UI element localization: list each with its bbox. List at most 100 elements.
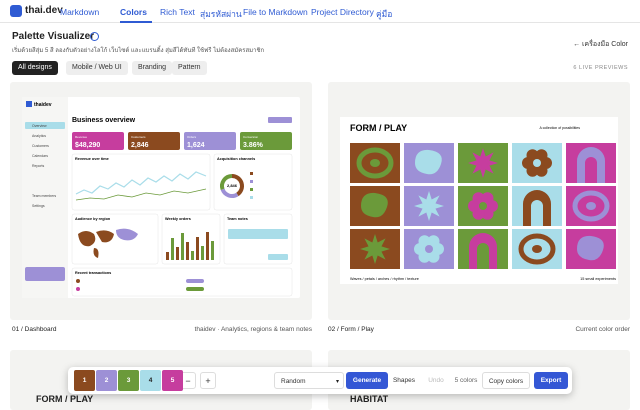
panel-title: Acquisition channels	[217, 157, 255, 161]
filter-tab[interactable]: All designs	[12, 61, 58, 75]
panel-title: Team notes	[227, 217, 248, 221]
card-caption: 01 / Dashboard	[12, 326, 57, 333]
menu-item: Overview	[32, 124, 47, 128]
kpi-label: Revenue	[75, 135, 87, 139]
logo-icon	[10, 5, 22, 17]
preview-count: 6 LIVE PREVIEWS	[573, 65, 628, 71]
active-underline	[120, 21, 152, 23]
kpi-card	[240, 132, 292, 150]
color-swatch[interactable]: 1	[74, 370, 95, 391]
kpi-label: Orders	[187, 135, 197, 139]
filter-tab[interactable]: Branding	[132, 61, 173, 75]
bar	[196, 237, 199, 260]
nav-link[interactable]: Project Directory	[311, 7, 374, 17]
tile-shape	[370, 159, 380, 167]
color-count: 5 colors	[454, 377, 478, 384]
legend-dot	[250, 180, 253, 183]
sidebar	[22, 97, 68, 298]
filter-tab[interactable]: Mobile / Web UI	[66, 61, 128, 75]
revenue-line	[75, 171, 207, 195]
map-blob	[78, 230, 114, 258]
donut-segment	[220, 174, 233, 191]
chevron: ▾	[336, 379, 340, 385]
brand-icon	[26, 101, 32, 107]
mode-select[interactable]: Random	[274, 372, 344, 389]
card[interactable]: FORM / PLAY A collection of possibilities…	[328, 82, 630, 320]
kpi-label: Customers	[131, 135, 146, 139]
legend-dot	[250, 172, 253, 175]
tile-shape	[472, 192, 485, 205]
tile-shape	[361, 192, 388, 218]
bar	[171, 238, 174, 260]
tile-shape	[577, 235, 604, 261]
tile-shape	[518, 233, 556, 265]
row-avatar	[76, 287, 80, 291]
undo-button[interactable]: Undo	[428, 377, 444, 384]
info-icon[interactable]	[90, 32, 99, 41]
filter-tab[interactable]: Pattern	[172, 61, 207, 75]
legend-dot	[250, 196, 253, 199]
nav-link[interactable]: Rich Text	[160, 7, 195, 17]
poster-footer: 15 small experiments	[580, 277, 616, 281]
generate-button[interactable]: Generate	[346, 372, 388, 389]
card-title: FORM / PLAY	[36, 394, 94, 404]
tile-shape	[427, 235, 440, 248]
nav-link[interactable]: File to Markdown	[243, 7, 308, 17]
promo	[25, 267, 65, 281]
color-swatch[interactable]: 2	[96, 370, 117, 391]
add-color[interactable]: +	[200, 372, 216, 389]
tile-shape	[535, 164, 548, 177]
tile-shape	[532, 245, 542, 253]
back-link[interactable]: ← เครื่องมือ Color	[573, 41, 628, 48]
logo[interactable]: thai.dev	[25, 5, 63, 16]
pattern-preview: FORM / PLAY A collection of possibilities…	[340, 117, 618, 284]
bar	[176, 247, 179, 260]
row-pill	[186, 279, 204, 283]
kpi-value: 2,846	[131, 142, 149, 149]
nav-link[interactable]: สุ่มรหัสผ่าน	[200, 9, 242, 19]
tile-shape	[533, 159, 541, 167]
tile-shape	[415, 149, 442, 175]
row-avatar	[76, 279, 80, 283]
tile-shape	[526, 149, 539, 162]
color-swatch[interactable]: 5	[162, 370, 183, 391]
export-btn	[268, 117, 292, 123]
color-swatch[interactable]: 3	[118, 370, 139, 391]
page-heading: Business overview	[72, 117, 136, 124]
panel	[71, 213, 159, 265]
poster-tagline: A collection of possibilities	[540, 126, 581, 130]
nav-link[interactable]: Markdown	[60, 7, 100, 17]
bar	[211, 241, 214, 260]
map-blob	[116, 228, 138, 241]
menu-active	[25, 122, 65, 129]
nav-link[interactable]: คู่มือ	[376, 9, 393, 19]
panel-title: Recent transactions	[75, 271, 111, 275]
menu-item: Team members	[32, 194, 56, 198]
kpi-card	[184, 132, 236, 150]
color-swatch[interactable]: 4	[140, 370, 161, 391]
export-button[interactable]: Export	[534, 372, 568, 389]
card[interactable]: thaidev Overview Analytics Customers Calenda…	[10, 82, 312, 320]
bar	[201, 246, 204, 260]
nav-link[interactable]: Colors	[120, 7, 147, 17]
note	[228, 229, 288, 239]
copy-button[interactable]: Copy colors	[482, 372, 530, 389]
tile-shape	[360, 234, 390, 264]
panel	[71, 267, 293, 297]
menu-item: Calendars	[32, 154, 48, 158]
panel-title: Audience by region	[75, 217, 111, 221]
panel	[71, 153, 211, 211]
donut-segment	[231, 174, 244, 197]
tile-shape	[481, 207, 494, 220]
panel-title: Weekly orders	[165, 217, 191, 221]
card-meta: Current color order	[575, 326, 630, 333]
bar	[181, 233, 184, 260]
card-meta: thaidev · Analytics, regions & team note…	[194, 326, 312, 333]
tile-shape	[572, 190, 610, 222]
shapes-button[interactable]: Shapes	[392, 377, 416, 384]
kpi-value: 1,624	[187, 142, 205, 149]
tile-shape	[427, 250, 440, 263]
poster-title: FORM / PLAY	[350, 123, 407, 133]
revenue-line-2	[75, 188, 207, 201]
tile-shape	[586, 202, 596, 210]
